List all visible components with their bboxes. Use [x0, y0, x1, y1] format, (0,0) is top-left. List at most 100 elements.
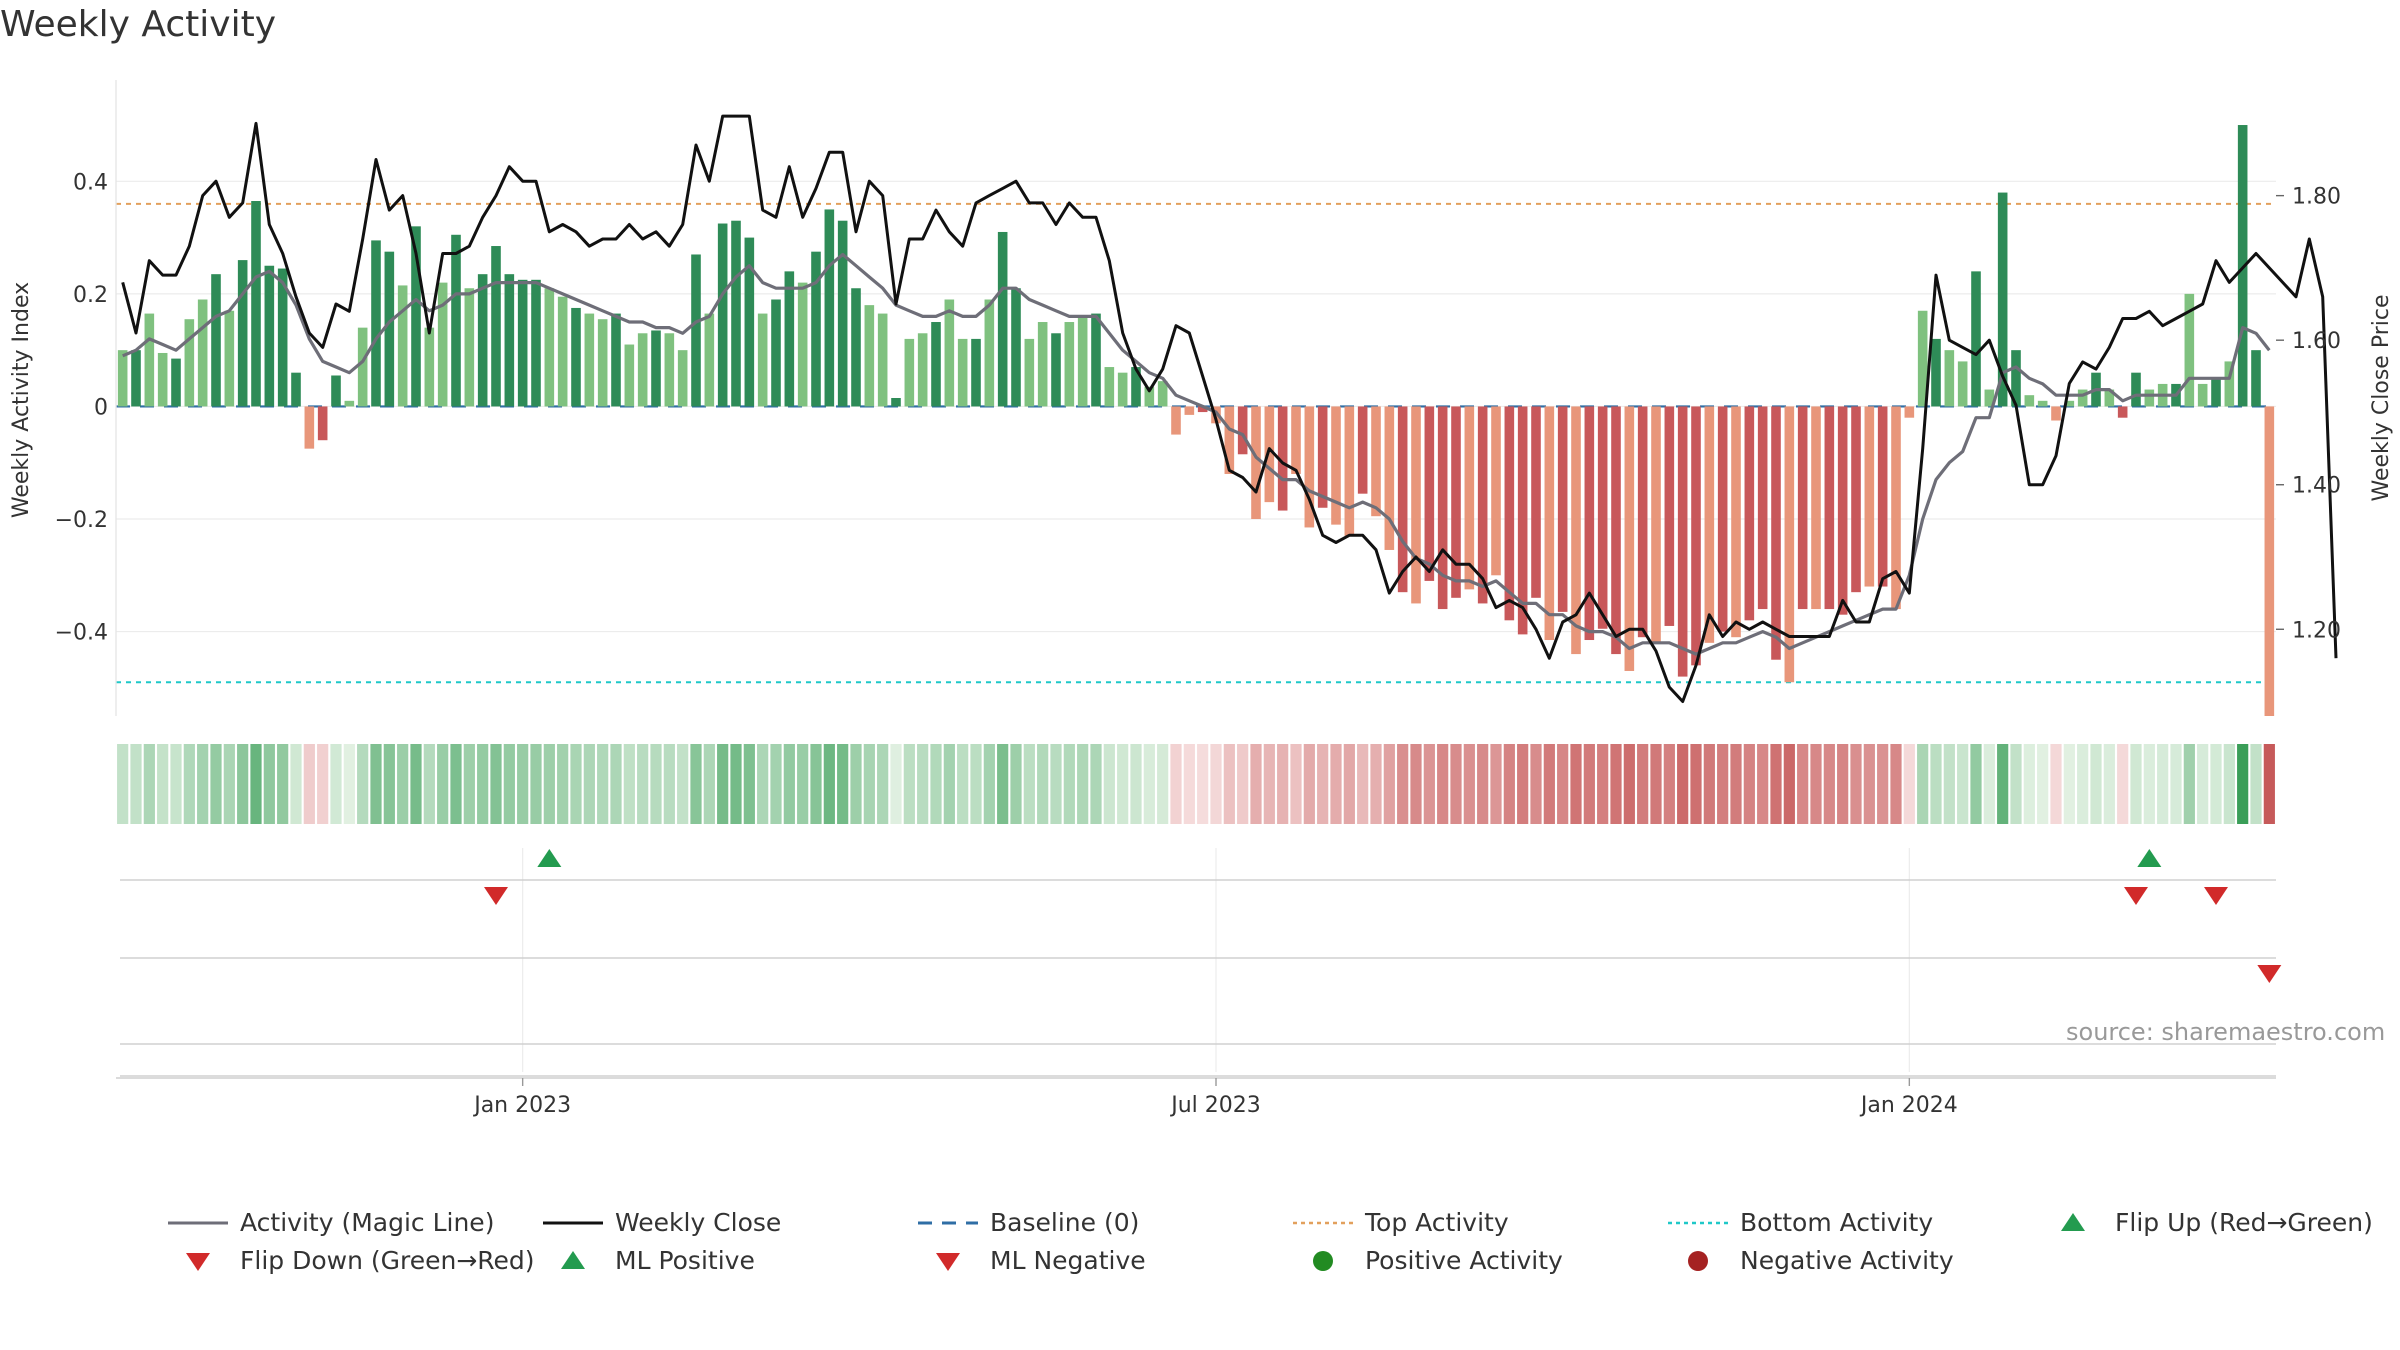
- activity-bar: [304, 406, 315, 449]
- heat-cell: [970, 744, 982, 824]
- activity-bar: [424, 327, 435, 407]
- heat-cell: [1130, 744, 1142, 824]
- activity-bar: [1517, 406, 1528, 635]
- heat-cell: [143, 744, 155, 824]
- activity-bar: [371, 240, 381, 407]
- activity-bar: [2251, 350, 2261, 407]
- activity-bar: [1064, 322, 1075, 407]
- legend-label: Weekly Close: [615, 1208, 782, 1237]
- flip-up-marker: [537, 849, 562, 867]
- heat-cell: [263, 744, 275, 824]
- heat-cell: [1157, 744, 1169, 824]
- heat-cell: [1743, 744, 1755, 824]
- heat-cell: [1850, 744, 1862, 824]
- activity-bar: [397, 285, 408, 407]
- legend-item-weekly-close[interactable]: Weekly Close: [543, 1208, 781, 1237]
- legend-item-bottom-activity[interactable]: Bottom Activity: [1668, 1208, 1933, 1237]
- heat-cell: [1237, 744, 1249, 824]
- activity-bar: [757, 313, 768, 407]
- activity-bar: [291, 372, 301, 407]
- triangle-up-icon: [2061, 1212, 2085, 1231]
- activity-bar: [1171, 406, 1181, 435]
- heat-cell: [423, 744, 435, 824]
- heat-cell: [357, 744, 369, 824]
- heat-cell: [677, 744, 689, 824]
- weekly-close-line: [121, 114, 2338, 703]
- heat-cell: [2157, 744, 2169, 824]
- legend-item-negative-activity[interactable]: Negative Activity: [1668, 1246, 1954, 1275]
- heat-cell: [1823, 744, 1835, 824]
- heat-cell: [1303, 744, 1315, 824]
- series-lines: [121, 114, 2338, 703]
- triangle-down-icon: [186, 1252, 210, 1271]
- heat-cell: [2237, 744, 2249, 824]
- legend-item-flip-up[interactable]: Flip Up (Red→Green): [2043, 1208, 2373, 1237]
- activity-bar: [2117, 406, 2128, 418]
- heat-cell: [1983, 744, 1995, 824]
- heat-cell: [1797, 744, 1809, 824]
- legend-item-baseline[interactable]: Baseline (0): [918, 1208, 1139, 1237]
- activity-bar: [1384, 406, 1395, 550]
- heat-cell: [1517, 744, 1529, 824]
- legend-item-ml-negative[interactable]: ML Negative: [918, 1246, 1146, 1275]
- heat-cell: [503, 744, 515, 824]
- heat-cell: [1863, 744, 1875, 824]
- heat-cell: [1543, 744, 1555, 824]
- heat-cell: [610, 744, 622, 824]
- heat-cell: [330, 744, 342, 824]
- heat-cell: [1143, 744, 1155, 824]
- legend-item-top-activity[interactable]: Top Activity: [1293, 1208, 1509, 1237]
- activity-bar: [651, 330, 661, 407]
- activity-bar: [731, 220, 741, 407]
- heat-cell: [2037, 744, 2049, 824]
- activity-bar: [1704, 406, 1715, 643]
- legend-item-magic-line[interactable]: Activity (Magic Line): [168, 1208, 494, 1237]
- activity-bar: [917, 333, 928, 407]
- heat-cell: [1810, 744, 1822, 824]
- heat-cell: [1490, 744, 1502, 824]
- activity-bar: [1691, 406, 1701, 666]
- heat-cell: [1343, 744, 1355, 824]
- activity-bar: [451, 234, 461, 407]
- heat-cell: [1063, 744, 1075, 824]
- heat-cell: [637, 744, 649, 824]
- activity-bar: [344, 400, 355, 407]
- heat-cell: [597, 744, 609, 824]
- legend: Activity (Magic Line) Weekly Close Basel…: [0, 1200, 2400, 1280]
- activity-bar: [1224, 406, 1235, 474]
- heat-cell: [1277, 744, 1289, 824]
- activity-bar: [744, 237, 755, 407]
- activity-bar: [331, 375, 341, 407]
- heat-cell: [1610, 744, 1622, 824]
- heat-cell: [183, 744, 195, 824]
- activity-bar: [1104, 367, 1115, 407]
- heat-cell: [810, 744, 822, 824]
- heat-cell: [823, 744, 835, 824]
- heat-cell: [1397, 744, 1409, 824]
- activity-bar: [611, 313, 621, 407]
- activity-bar: [1531, 406, 1541, 598]
- heat-cell: [277, 744, 289, 824]
- legend-item-positive-activity[interactable]: Positive Activity: [1293, 1246, 1563, 1275]
- heat-cell: [1450, 744, 1462, 824]
- heat-cell: [917, 744, 929, 824]
- activity-bar: [1291, 406, 1301, 474]
- heat-cell: [623, 744, 635, 824]
- legend-line-icon: [168, 1221, 228, 1224]
- legend-item-flip-down[interactable]: Flip Down (Green→Red): [168, 1246, 535, 1275]
- activity-bar: [277, 268, 288, 407]
- activity-bar: [997, 231, 1008, 407]
- flip-marker-rows: [120, 849, 2282, 1077]
- activity-bar: [664, 333, 675, 407]
- legend-item-ml-positive[interactable]: ML Positive: [543, 1246, 755, 1275]
- heat-cell: [583, 744, 595, 824]
- heat-cell: [530, 744, 542, 824]
- x-tick-label: Jan 2023: [472, 1093, 571, 1118]
- heat-cell: [237, 744, 249, 824]
- activity-bar: [1677, 406, 1688, 677]
- y-tick-label: 0.4: [73, 170, 108, 195]
- y-tick-label: 0: [94, 395, 108, 420]
- heat-cell: [383, 744, 395, 824]
- activity-bar: [477, 274, 488, 407]
- heat-cell: [2010, 744, 2022, 824]
